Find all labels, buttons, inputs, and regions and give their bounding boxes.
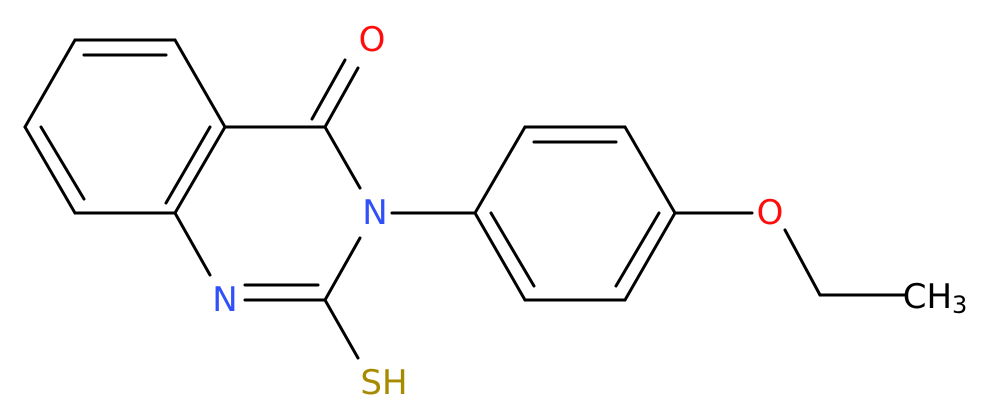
bond — [173, 211, 212, 277]
bonds — [23, 38, 907, 360]
bond — [23, 38, 77, 129]
bond — [164, 125, 212, 205]
atom-label: O — [757, 193, 784, 233]
atom-label-subscript: 3 — [952, 291, 967, 319]
bond — [614, 211, 661, 288]
bond — [323, 66, 360, 129]
atom-label: CH3 — [903, 277, 968, 319]
bond — [323, 298, 360, 360]
bond — [323, 125, 362, 190]
bond — [173, 38, 227, 129]
bond — [473, 211, 527, 302]
atom-label: N — [362, 193, 387, 233]
bond — [39, 125, 86, 201]
bond — [310, 58, 347, 121]
bond — [323, 236, 362, 302]
atom-label: SH — [360, 363, 407, 403]
bond — [173, 125, 227, 215]
bond — [623, 125, 677, 215]
bond — [623, 211, 677, 302]
atom-label: O — [359, 20, 386, 60]
bond — [489, 211, 536, 288]
bond — [783, 228, 822, 297]
atom-label: N — [212, 280, 237, 320]
bond — [473, 125, 527, 215]
atom-label-main: CH — [903, 277, 952, 317]
bond — [23, 125, 77, 215]
